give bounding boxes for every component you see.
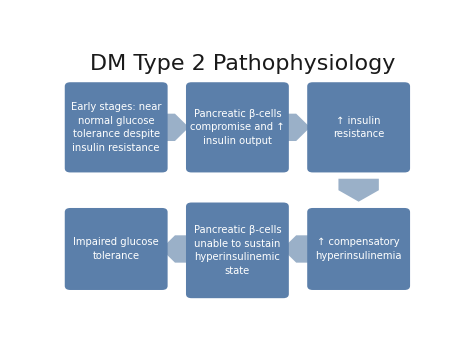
Text: Early stages: near
normal glucose
tolerance despite
insulin resistance: Early stages: near normal glucose tolera… (71, 102, 162, 153)
Text: Impaired glucose
tolerance: Impaired glucose tolerance (73, 237, 159, 261)
Polygon shape (282, 235, 310, 263)
FancyBboxPatch shape (186, 82, 289, 173)
Text: ↑ insulin
resistance: ↑ insulin resistance (333, 115, 384, 139)
FancyBboxPatch shape (307, 208, 410, 290)
FancyBboxPatch shape (307, 82, 410, 173)
Polygon shape (161, 114, 189, 141)
Polygon shape (282, 114, 310, 141)
FancyBboxPatch shape (65, 208, 168, 290)
FancyBboxPatch shape (186, 202, 289, 298)
Text: DM Type 2 Pathophysiology: DM Type 2 Pathophysiology (90, 54, 396, 73)
FancyBboxPatch shape (65, 82, 168, 173)
Text: Pancreatic β-cells
unable to sustain
hyperinsulinemic
state: Pancreatic β-cells unable to sustain hyp… (193, 225, 281, 276)
Polygon shape (338, 179, 379, 202)
Text: ↑ compensatory
hyperinsulinemia: ↑ compensatory hyperinsulinemia (315, 237, 402, 261)
Text: Pancreatic β-cells
compromise and ↑
insulin output: Pancreatic β-cells compromise and ↑ insu… (190, 109, 285, 146)
Polygon shape (161, 235, 189, 263)
